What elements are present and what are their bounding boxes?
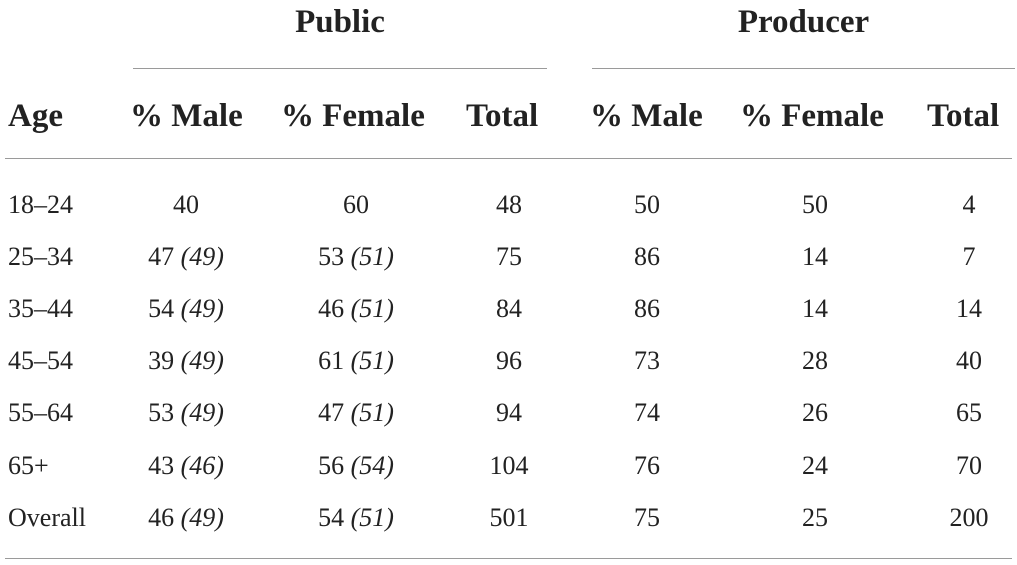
public-total-cell: 96 bbox=[496, 346, 522, 375]
producer-male-column-header: % Male bbox=[590, 98, 703, 134]
public-female-cell: 56 (54) bbox=[318, 451, 394, 480]
public-female-cell: 60 bbox=[343, 190, 369, 219]
public-male-cell: 46 (49) bbox=[148, 503, 224, 532]
public-female-column-header: % Female bbox=[281, 98, 425, 134]
public-total-cell: 94 bbox=[496, 398, 522, 427]
producer-total-cell: 14 bbox=[956, 294, 982, 323]
age-cell: 65+ bbox=[8, 451, 49, 480]
public-total-column-header: Total bbox=[466, 98, 539, 134]
age-cell: 45–54 bbox=[8, 346, 73, 375]
table-row: 25–34 47 (49) 53 (51) 75 86 14 7 bbox=[0, 240, 1017, 274]
producer-female-cell: 14 bbox=[802, 294, 828, 323]
public-total-cell: 75 bbox=[496, 242, 522, 271]
producer-female-cell: 25 bbox=[802, 503, 828, 532]
public-total-cell: 84 bbox=[496, 294, 522, 323]
public-total-cell: 48 bbox=[496, 190, 522, 219]
public-female-cell: 46 (51) bbox=[318, 294, 394, 323]
public-total-cell: 501 bbox=[489, 503, 529, 532]
age-cell: Overall bbox=[8, 503, 86, 532]
producer-total-cell: 70 bbox=[956, 451, 982, 480]
table-row: 65+ 43 (46) 56 (54) 104 76 24 70 bbox=[0, 449, 1017, 483]
age-cell: 18–24 bbox=[8, 190, 73, 219]
public-group-rule bbox=[133, 68, 547, 69]
public-female-cell: 54 (51) bbox=[318, 503, 394, 532]
producer-male-cell: 75 bbox=[634, 503, 660, 532]
header-rule bbox=[5, 158, 1012, 159]
producer-total-cell: 65 bbox=[956, 398, 982, 427]
public-male-column-header: % Male bbox=[130, 98, 243, 134]
producer-total-cell: 200 bbox=[949, 503, 989, 532]
public-male-cell: 40 bbox=[173, 190, 199, 219]
producer-total-cell: 40 bbox=[956, 346, 982, 375]
table-row: 45–54 39 (49) 61 (51) 96 73 28 40 bbox=[0, 344, 1017, 378]
public-male-cell: 54 (49) bbox=[148, 294, 224, 323]
producer-group-rule bbox=[592, 68, 1015, 69]
producer-male-cell: 76 bbox=[634, 451, 660, 480]
public-female-cell: 61 (51) bbox=[318, 346, 394, 375]
producer-male-cell: 86 bbox=[634, 242, 660, 271]
public-total-cell: 104 bbox=[489, 451, 529, 480]
age-column-header: Age bbox=[8, 98, 63, 134]
table-row: Overall 46 (49) 54 (51) 501 75 25 200 bbox=[0, 501, 1017, 535]
public-male-cell: 39 (49) bbox=[148, 346, 224, 375]
producer-female-cell: 24 bbox=[802, 451, 828, 480]
age-cell: 25–34 bbox=[8, 242, 73, 271]
producer-total-cell: 4 bbox=[962, 190, 976, 219]
public-group-header: Public bbox=[295, 4, 385, 40]
public-male-cell: 47 (49) bbox=[148, 242, 224, 271]
table-row: 18–24 40 60 48 50 50 4 bbox=[0, 188, 1017, 222]
public-male-cell: 43 (46) bbox=[148, 451, 224, 480]
producer-total-cell: 7 bbox=[962, 242, 976, 271]
table-row: 55–64 53 (49) 47 (51) 94 74 26 65 bbox=[0, 396, 1017, 430]
producer-female-cell: 26 bbox=[802, 398, 828, 427]
producer-total-column-header: Total bbox=[927, 98, 1000, 134]
producer-female-column-header: % Female bbox=[740, 98, 884, 134]
bottom-rule bbox=[5, 558, 1012, 559]
public-female-cell: 47 (51) bbox=[318, 398, 394, 427]
producer-female-cell: 14 bbox=[802, 242, 828, 271]
producer-group-header: Producer bbox=[737, 4, 870, 40]
producer-female-cell: 50 bbox=[802, 190, 828, 219]
producer-male-cell: 74 bbox=[634, 398, 660, 427]
producer-male-cell: 86 bbox=[634, 294, 660, 323]
age-cell: 35–44 bbox=[8, 294, 73, 323]
producer-female-cell: 28 bbox=[802, 346, 828, 375]
producer-male-cell: 73 bbox=[634, 346, 660, 375]
public-male-cell: 53 (49) bbox=[148, 398, 224, 427]
producer-male-cell: 50 bbox=[634, 190, 660, 219]
public-female-cell: 53 (51) bbox=[318, 242, 394, 271]
age-cell: 55–64 bbox=[8, 398, 73, 427]
table-row: 35–44 54 (49) 46 (51) 84 86 14 14 bbox=[0, 292, 1017, 326]
